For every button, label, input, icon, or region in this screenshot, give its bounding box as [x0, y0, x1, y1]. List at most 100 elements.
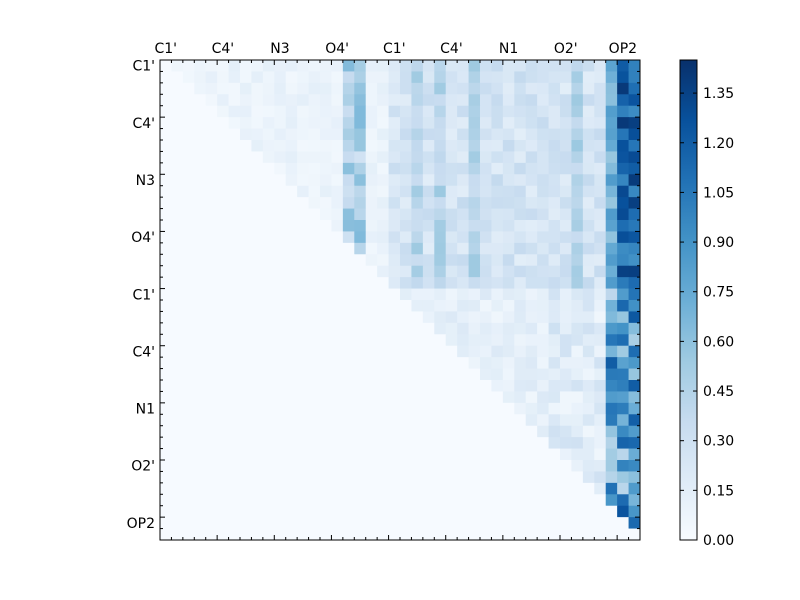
heatmap-cell [274, 494, 287, 507]
heatmap-cell [400, 357, 412, 369]
heatmap-cell [182, 185, 195, 198]
heatmap-cell [377, 128, 389, 141]
heatmap-cell [205, 208, 218, 221]
heatmap-cell [365, 471, 378, 484]
heatmap-cell [365, 277, 378, 289]
heatmap-cell [342, 368, 355, 381]
heatmap-cell [548, 322, 561, 335]
heatmap-cell [217, 368, 229, 381]
heatmap-cell [205, 300, 218, 312]
heatmap-cell [491, 174, 504, 187]
heatmap-cell [457, 94, 469, 107]
heatmap-cell [617, 322, 629, 335]
heatmap-cell [194, 437, 207, 449]
heatmap-cell [571, 505, 584, 518]
heatmap-cell [388, 231, 401, 244]
heatmap-cell [354, 82, 367, 95]
heatmap-cell [514, 414, 527, 427]
heatmap-cell [537, 231, 549, 244]
heatmap-cell [365, 482, 378, 495]
heatmap-cell [240, 208, 252, 221]
heatmap-cell [400, 94, 412, 107]
heatmap-cell [182, 254, 195, 267]
heatmap-cell [274, 460, 287, 472]
heatmap-cell [320, 437, 332, 449]
heatmap-cell [182, 505, 195, 518]
heatmap-cell [560, 242, 572, 255]
heatmap-cell [582, 220, 595, 232]
heatmap-cell [502, 471, 515, 484]
heatmap-cell [228, 345, 241, 358]
heatmap-cell [457, 220, 469, 232]
heatmap-cell [297, 277, 309, 289]
heatmap-cell [434, 105, 447, 118]
heatmap-cell [160, 220, 172, 232]
heatmap-cell [400, 380, 412, 392]
heatmap-cell [491, 322, 504, 335]
heatmap-cell [525, 357, 538, 369]
heatmap-cell [571, 82, 584, 95]
heatmap-cell [514, 322, 527, 335]
heatmap-cell [582, 185, 595, 198]
heatmap-cell [171, 208, 184, 221]
heatmap-cell [468, 482, 481, 495]
heatmap-cell [514, 300, 527, 312]
heatmap-cell [240, 71, 252, 84]
heatmap-cell [480, 357, 492, 369]
heatmap-cell [594, 368, 607, 381]
heatmap-cell [205, 357, 218, 369]
heatmap-cell [320, 311, 332, 324]
heatmap-cell [365, 197, 378, 209]
heatmap-cell [331, 82, 344, 95]
heatmap-cell [251, 288, 264, 301]
heatmap-cell [365, 357, 378, 369]
heatmap-cell [605, 197, 618, 209]
heatmap-cell [171, 402, 184, 415]
heatmap-cell [537, 414, 549, 427]
heatmap-cell [571, 231, 584, 244]
heatmap-cell [377, 220, 389, 232]
heatmap-cell [582, 494, 595, 507]
heatmap-cell [514, 71, 527, 84]
heatmap-cell [331, 517, 344, 529]
heatmap-cell [160, 60, 172, 72]
heatmap-cell [594, 242, 607, 255]
heatmap-cell [342, 94, 355, 107]
heatmap-cell [251, 60, 264, 72]
heatmap-cell [240, 482, 252, 495]
heatmap-cell [457, 437, 469, 449]
heatmap-cell [445, 151, 458, 164]
heatmap-cell [182, 105, 195, 118]
heatmap-cell [400, 254, 412, 267]
heatmap-cell [434, 357, 447, 369]
heatmap-cell [194, 117, 207, 129]
heatmap-cell [468, 345, 481, 358]
heatmap-cell [171, 425, 184, 438]
heatmap-cell [205, 105, 218, 118]
heatmap-cell [617, 254, 629, 267]
heatmap-cell [514, 242, 527, 255]
heatmap-cell [240, 311, 252, 324]
heatmap-cell [251, 71, 264, 84]
heatmap-cell [297, 357, 309, 369]
heatmap-cell [411, 140, 424, 152]
heatmap-cell [251, 322, 264, 335]
heatmap-cell [514, 117, 527, 129]
heatmap-cell [582, 82, 595, 95]
heatmap-cell [308, 60, 321, 72]
heatmap-cell [160, 151, 172, 164]
heatmap-cell [365, 208, 378, 221]
heatmap-cell [491, 265, 504, 278]
heatmap-cell [251, 437, 264, 449]
heatmap-cell [525, 105, 538, 118]
heatmap-cell [434, 380, 447, 392]
heatmap-cell [297, 437, 309, 449]
heatmap-cell [571, 380, 584, 392]
heatmap-cell [457, 174, 469, 187]
heatmap-cell [582, 162, 595, 175]
heatmap-cell [388, 300, 401, 312]
heatmap-cell [388, 402, 401, 415]
heatmap-cell [205, 82, 218, 95]
heatmap-cell [617, 288, 629, 301]
heatmap-cell [411, 448, 424, 461]
